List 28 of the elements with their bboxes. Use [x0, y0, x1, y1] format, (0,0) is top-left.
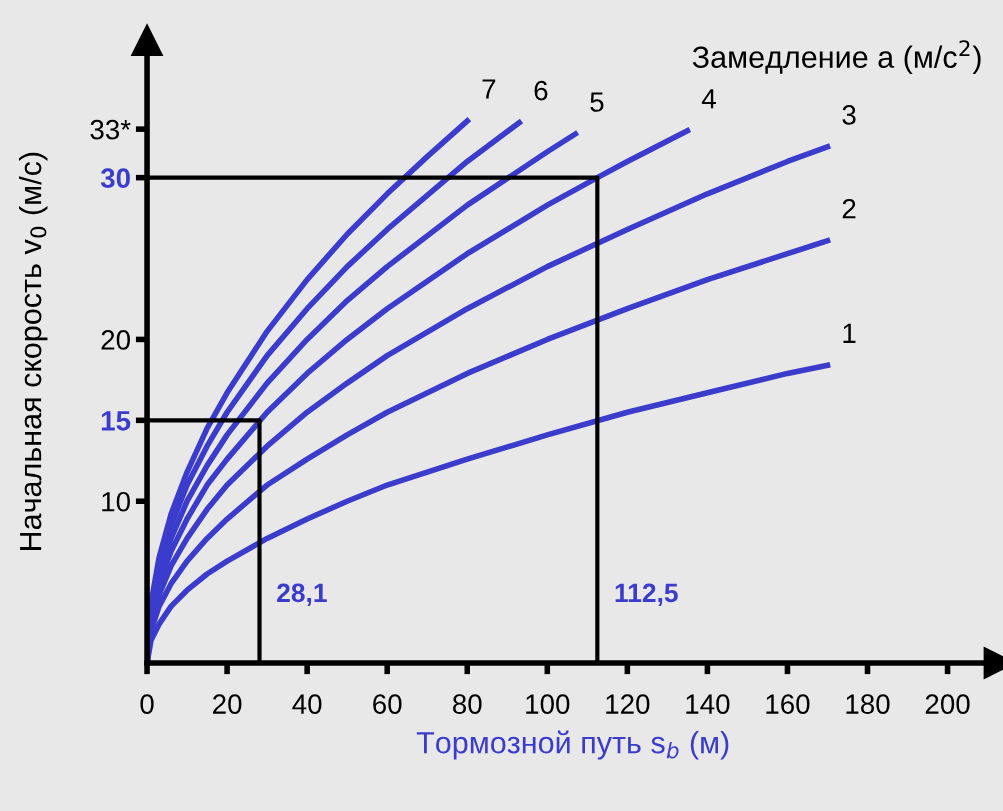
x-tick-label: 60 — [373, 694, 402, 714]
series-label: 3 — [842, 105, 856, 125]
x-tick-label: 80 — [453, 694, 482, 714]
series-label: 2 — [842, 198, 856, 219]
x-tick-label: 100 — [526, 694, 570, 714]
y-tick-label: 33* — [90, 119, 131, 140]
x-tick-label: 120 — [606, 694, 650, 714]
y-tick-label: 15 — [101, 411, 131, 431]
chart-title: Замедление a (м/с$^{2}$) — [692, 40, 981, 75]
x-tick-label: 160 — [766, 694, 810, 714]
x-tick-label: 140 — [686, 694, 730, 714]
x-tick-label: 40 — [292, 694, 322, 714]
series-label: 1 — [843, 323, 856, 343]
y-tick-label: 10 — [102, 491, 130, 512]
x-tick-label: 200 — [925, 694, 970, 714]
y-tick-label: 30 — [100, 168, 130, 189]
series-label: 5 — [590, 92, 604, 112]
series-label: 7 — [482, 79, 496, 99]
annotation: 112,5 — [615, 583, 678, 607]
x-axis-title: Тормозной путь s$_{b}$ (м) — [416, 730, 729, 760]
x-tick-label: 20 — [213, 694, 242, 714]
x-tick-label: 180 — [846, 694, 890, 714]
y-tick-label: 20 — [101, 330, 130, 350]
series-label: 4 — [701, 89, 716, 109]
y-axis-title: Начальная скорость v$_{0}$ (м/с) — [18, 152, 48, 550]
annotation: 28,1 — [277, 583, 327, 607]
series-label: 6 — [534, 80, 548, 101]
x-tick-label: 0 — [140, 694, 154, 714]
